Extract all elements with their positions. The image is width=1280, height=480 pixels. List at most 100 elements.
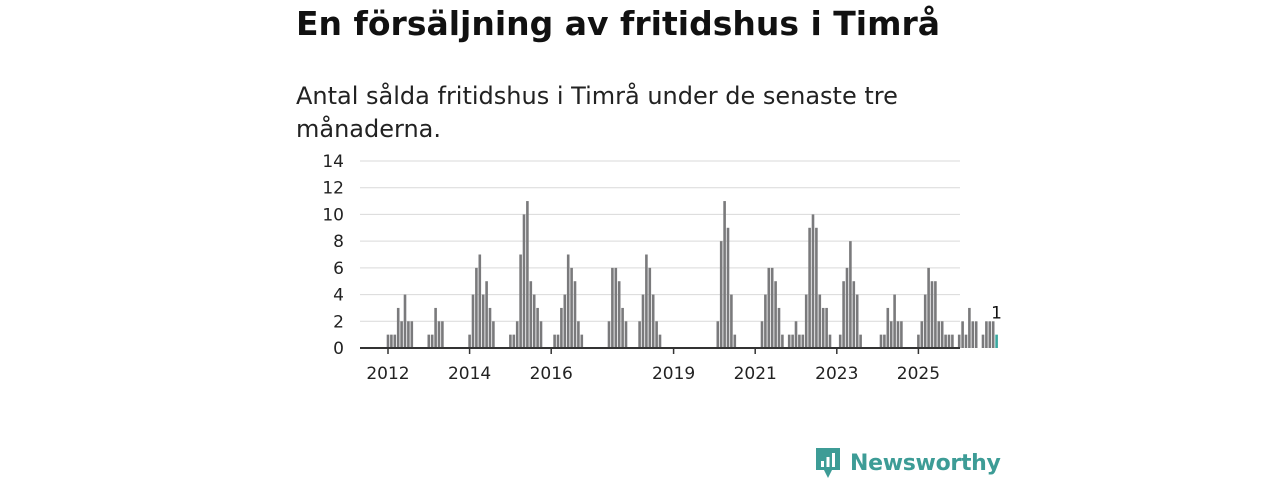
bar: [951, 334, 954, 348]
bar: [655, 321, 658, 348]
bar: [393, 334, 397, 348]
bar: [526, 201, 529, 348]
bar: [437, 321, 441, 348]
bar: [522, 214, 526, 348]
bar: [471, 294, 475, 348]
bar: [427, 334, 431, 348]
bar: [818, 294, 822, 348]
bar: [791, 334, 794, 348]
bar: [566, 254, 570, 348]
bar: [403, 294, 407, 348]
bar: [573, 281, 577, 348]
bar-highlight: [995, 334, 998, 348]
x-tick-label: 2012: [366, 364, 409, 384]
x-tick-label: 2021: [734, 364, 777, 384]
brand-name: Newsworthy: [850, 450, 1001, 476]
x-tick-label: 2023: [815, 364, 858, 384]
y-axis-ticks: 0 2 4 6 8 10 12 14: [322, 152, 344, 359]
bar: [580, 334, 584, 348]
y-tick-label: 6: [333, 259, 344, 279]
bar: [883, 334, 886, 348]
bar: [512, 334, 516, 348]
bar: [617, 281, 621, 348]
bar: [645, 254, 648, 348]
bar: [988, 321, 992, 348]
bar: [927, 267, 930, 348]
y-tick-label: 10: [322, 205, 344, 225]
bar: [553, 334, 556, 348]
bar: [560, 307, 563, 348]
bar: [730, 294, 733, 348]
bar: [930, 281, 934, 348]
bar: [774, 281, 777, 348]
y-tick-label: 12: [322, 179, 344, 199]
bar: [441, 321, 444, 348]
bar: [801, 334, 805, 348]
bar: [852, 281, 856, 348]
bar: [787, 334, 791, 348]
bar: [434, 307, 437, 348]
bar: [485, 281, 488, 348]
bar: [611, 267, 614, 348]
bar: [974, 321, 978, 348]
bar: [400, 321, 403, 348]
bar: [937, 321, 941, 348]
bar: [940, 321, 944, 348]
bar: [430, 334, 434, 348]
bar: [855, 294, 859, 348]
bar: [947, 334, 951, 348]
bar: [638, 321, 641, 348]
x-tick-label: 2025: [897, 364, 940, 384]
bar: [468, 334, 471, 348]
bar: [804, 294, 808, 348]
x-tick-label: 2014: [448, 364, 491, 384]
bar: [886, 307, 890, 348]
brand-logo: Newsworthy: [814, 446, 1001, 480]
gridlines: [360, 160, 960, 322]
bar: [488, 307, 492, 348]
bar: [475, 267, 478, 348]
bar: [811, 214, 815, 348]
bar: [539, 321, 543, 348]
bar: [719, 241, 723, 348]
bar: [648, 267, 652, 348]
bar: [390, 334, 393, 348]
bar: [964, 334, 968, 348]
bar: [838, 334, 842, 348]
bar: [624, 321, 628, 348]
bar: [760, 321, 764, 348]
bar: [968, 307, 971, 348]
y-tick-label: 0: [333, 339, 344, 359]
bar: [991, 321, 995, 348]
bar: [396, 307, 400, 348]
bar: [570, 267, 573, 348]
chart-subtitle: Antal sålda fritidshus i Timrå under de …: [296, 82, 898, 143]
bar: [920, 321, 924, 348]
bar: [651, 294, 655, 348]
bar: [971, 321, 975, 348]
bar: [492, 321, 495, 348]
bar: [821, 307, 825, 348]
y-tick-label: 8: [333, 232, 344, 252]
bar: [849, 241, 852, 348]
bar: [900, 321, 903, 348]
bar: [957, 334, 961, 348]
bar: [985, 321, 988, 348]
bar: [825, 307, 828, 348]
bar: [641, 294, 645, 348]
bar: [481, 294, 485, 348]
bar: [934, 281, 937, 348]
bar: [764, 294, 767, 348]
bar: [614, 267, 618, 348]
bar: [917, 334, 920, 348]
bar: [529, 281, 533, 348]
bar: [808, 227, 811, 348]
bar: [733, 334, 737, 348]
bar: [777, 307, 781, 348]
annotation-label: 1: [991, 304, 1002, 324]
bar: [893, 294, 896, 348]
bar: [767, 267, 771, 348]
bar: [519, 254, 522, 348]
bar: [410, 321, 414, 348]
